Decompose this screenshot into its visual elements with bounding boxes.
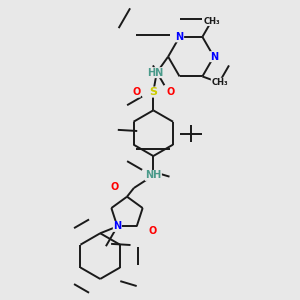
Text: CH₃: CH₃ (211, 78, 228, 87)
Text: NH: NH (145, 170, 161, 180)
Text: O: O (166, 87, 175, 97)
Text: O: O (110, 182, 118, 192)
Text: N: N (176, 32, 184, 42)
Text: CH₃: CH₃ (203, 16, 220, 26)
Text: N: N (113, 221, 122, 231)
Text: HN: HN (147, 68, 164, 78)
Text: N: N (210, 52, 218, 62)
Text: O: O (149, 226, 157, 236)
Text: S: S (149, 87, 157, 97)
Text: O: O (132, 87, 140, 97)
